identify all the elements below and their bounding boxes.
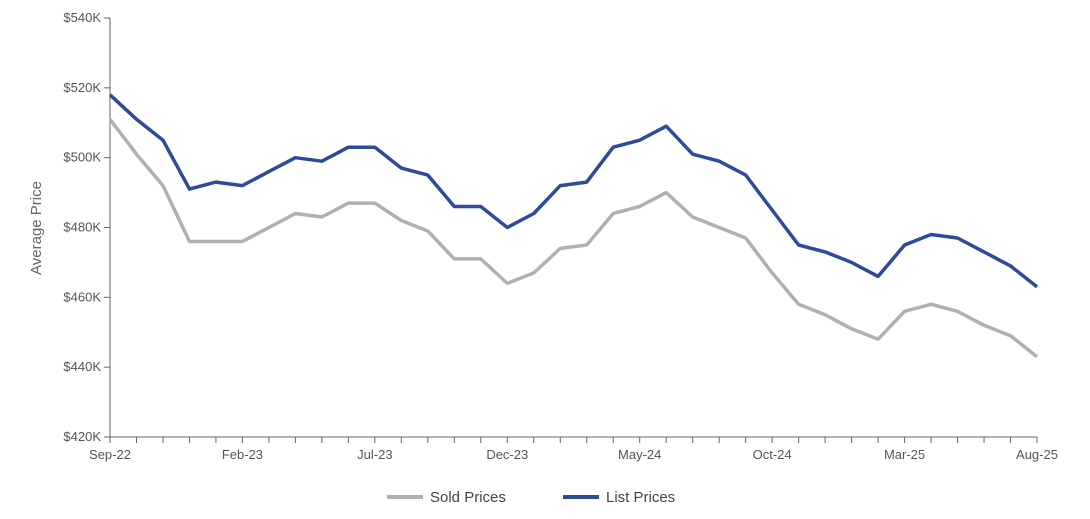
x-tick-label: Aug-25	[1016, 447, 1058, 462]
x-tick-label: Jul-23	[357, 447, 392, 462]
y-tick-label: $480K	[63, 220, 101, 235]
legend: Sold Prices List Prices	[387, 489, 675, 506]
series-layer	[108, 93, 1039, 359]
x-tick-label: May-24	[618, 447, 661, 462]
x-tick-label: Feb-23	[222, 447, 263, 462]
y-axis: $420K $440K $460K $480K $500K $520K $540K	[63, 10, 111, 444]
y-axis-title: Average Price	[28, 181, 45, 275]
y-tick-label: $460K	[63, 289, 101, 304]
x-tick-label: Mar-25	[884, 447, 925, 462]
legend-label: Sold Prices	[430, 489, 506, 506]
series-line-list-prices	[108, 93, 1039, 289]
y-tick-label: $420K	[63, 429, 101, 444]
legend-label: List Prices	[606, 489, 675, 506]
x-axis: Sep-22 Feb-23 Jul-23 Dec-23 May-24 Oct-24 Mar-…	[89, 436, 1058, 462]
y-tick-label: $520K	[63, 80, 101, 95]
x-tick-label: Sep-22	[89, 447, 131, 462]
y-tick-label: $540K	[63, 10, 101, 25]
x-tick-label: Dec-23	[486, 447, 528, 462]
y-tick-label: $440K	[63, 359, 101, 374]
series-line-sold-prices	[108, 118, 1039, 359]
x-tick-label: Oct-24	[753, 447, 792, 462]
y-tick-label: $500K	[63, 150, 101, 165]
